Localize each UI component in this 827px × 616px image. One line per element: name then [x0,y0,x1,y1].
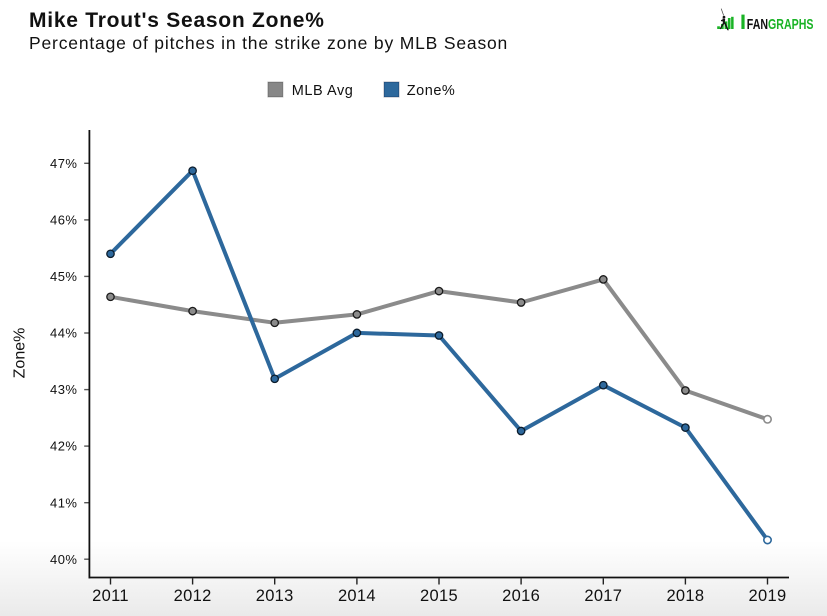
svg-text:45%: 45% [50,269,78,284]
svg-text:2012: 2012 [174,587,212,605]
svg-text:47%: 47% [50,156,78,171]
svg-text:Mike Trout's Season Zone%: Mike Trout's Season Zone% [29,9,325,32]
svg-text:2018: 2018 [666,587,704,605]
svg-text:40%: 40% [50,552,78,567]
svg-text:42%: 42% [50,439,78,454]
svg-text:2015: 2015 [420,587,458,605]
svg-text:44%: 44% [50,326,78,341]
svg-text:Zone%: Zone% [12,328,29,379]
svg-text:2014: 2014 [338,587,376,605]
svg-text:FANGRAPHS: FANGRAPHS [747,15,814,32]
svg-text:2017: 2017 [584,587,622,605]
svg-text:Zone%: Zone% [407,83,456,99]
svg-text:46%: 46% [50,213,78,228]
svg-text:2011: 2011 [92,587,129,605]
svg-text:2019: 2019 [749,587,787,605]
svg-text:Percentage of pitches in the s: Percentage of pitches in the strike zone… [29,33,508,53]
svg-text:2013: 2013 [256,587,294,605]
svg-text:2016: 2016 [502,587,540,605]
svg-text:43%: 43% [50,382,78,397]
svg-text:41%: 41% [50,495,78,510]
svg-text:MLB Avg: MLB Avg [292,83,354,99]
